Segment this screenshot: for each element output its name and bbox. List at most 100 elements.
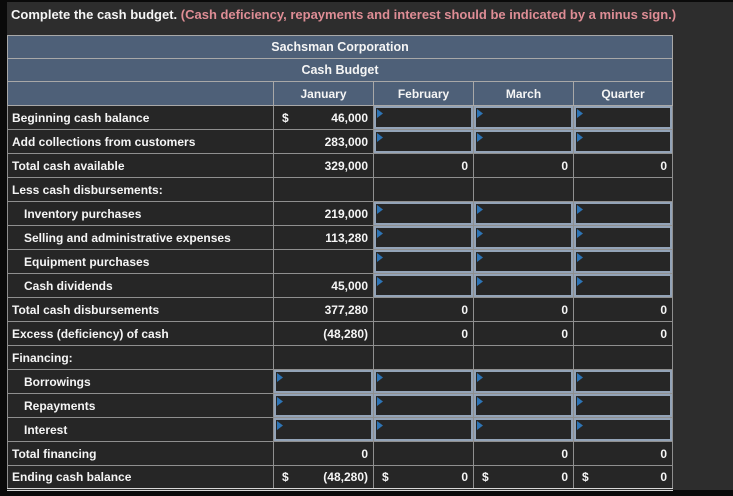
cell-flag-icon (377, 229, 383, 238)
value-cell (572, 105, 674, 130)
cell-input[interactable] (374, 226, 473, 249)
column-header-january: January (273, 81, 374, 106)
row-label: Total cash available (7, 153, 274, 178)
cell-input[interactable] (574, 370, 672, 393)
value-cell (373, 129, 474, 154)
cell-flag-icon (477, 421, 483, 430)
cell-input[interactable] (474, 250, 573, 273)
cell-flag-icon (577, 421, 583, 430)
value-cell (572, 201, 674, 226)
cell-input[interactable] (374, 250, 473, 273)
static-value: 377,280 (275, 302, 373, 317)
value-cell (572, 273, 674, 298)
cell-input[interactable] (574, 130, 672, 153)
value-cell: $46,000 (273, 105, 374, 130)
cell-flag-icon (477, 277, 483, 286)
cell-input[interactable] (374, 370, 473, 393)
cell-input[interactable] (374, 418, 473, 441)
cell-input[interactable] (474, 418, 573, 441)
cell-value: 0 (660, 302, 668, 317)
static-value: 0 (375, 303, 473, 317)
cell-input[interactable] (574, 202, 672, 225)
cell-input[interactable] (574, 394, 672, 417)
column-header-march: March (473, 81, 574, 106)
table-row: Selling and administrative expenses 113,2… (7, 225, 674, 250)
value-cell (572, 249, 674, 274)
cell-input[interactable] (374, 130, 473, 153)
cell-value: 0 (461, 326, 468, 341)
cell-input[interactable] (474, 130, 573, 153)
company-title: Sachsman Corporation (6, 35, 674, 59)
row-label: Borrowings (7, 369, 274, 394)
cell-input[interactable] (474, 226, 573, 249)
cell-flag-icon (377, 397, 383, 406)
cell-value: 329,000 (324, 158, 368, 173)
value-cell (473, 249, 574, 274)
cell-input[interactable] (574, 274, 672, 297)
value-cell (473, 225, 574, 250)
cell-flag-icon (477, 133, 483, 142)
table-subtitle-row: Cash Budget (6, 58, 674, 82)
cell-input[interactable] (474, 370, 573, 393)
cell-value: 0 (660, 470, 668, 484)
cell-input[interactable] (374, 106, 473, 129)
cell-input[interactable] (374, 394, 473, 417)
value-cell: 329,000 (273, 153, 374, 178)
cell-value: 45,000 (331, 278, 368, 293)
table-subtitle: Cash Budget (6, 58, 674, 82)
cell-input[interactable] (474, 106, 573, 129)
cell-input[interactable] (474, 394, 573, 417)
cell-flag-icon (577, 397, 583, 406)
cell-flag-icon (377, 133, 383, 142)
value-cell: 0 (473, 321, 574, 346)
cell-input[interactable] (574, 226, 672, 249)
cell-flag-icon (277, 397, 283, 406)
value-cell: 283,000 (273, 129, 374, 154)
cell-input[interactable] (374, 274, 473, 297)
row-label: Equipment purchases (7, 249, 274, 274)
cell-input[interactable] (474, 274, 573, 297)
row-label: Excess (deficiency) of cash (7, 321, 274, 346)
value-cell (473, 105, 574, 130)
cell-input[interactable] (374, 202, 473, 225)
cell-input[interactable] (274, 394, 373, 417)
cell-input[interactable] (574, 250, 672, 273)
cell-value: 219,000 (324, 206, 368, 221)
cell-value: 0 (660, 158, 668, 173)
value-cell: 0 (373, 153, 474, 178)
static-value: $46,000 (275, 110, 373, 125)
cell-input[interactable] (274, 418, 373, 441)
row-label: Total financing (7, 441, 274, 466)
table-row: Repayments (7, 393, 674, 418)
row-label: Total cash disbursements (7, 297, 274, 322)
cell-flag-icon (577, 133, 583, 142)
column-header-february: February (373, 81, 474, 106)
cell-flag-icon (577, 277, 583, 286)
row-label: Repayments (7, 393, 274, 418)
value-cell (572, 417, 674, 442)
cell-flag-icon (577, 373, 583, 382)
cell-input[interactable] (574, 418, 672, 441)
value-cell (473, 273, 574, 298)
cell-input[interactable] (274, 370, 373, 393)
cell-input[interactable] (574, 106, 672, 129)
page-content: Complete the cash budget. (Cash deficien… (6, 2, 733, 491)
value-cell (572, 129, 674, 154)
static-value: 219,000 (275, 206, 373, 221)
cell-value: 377,280 (324, 302, 368, 317)
table-row: Equipment purchases (7, 249, 674, 274)
static-value: $0 (375, 470, 473, 484)
instruction-bar: Complete the cash budget. (Cash deficien… (7, 2, 733, 22)
cell-value: 0 (461, 470, 468, 484)
cell-input[interactable] (474, 202, 573, 225)
cell-flag-icon (477, 229, 483, 238)
value-cell (373, 417, 474, 442)
cell-flag-icon (477, 397, 483, 406)
empty-cell (373, 177, 474, 202)
currency-symbol: $ (282, 470, 289, 484)
currency-symbol: $ (282, 110, 289, 125)
table-row: Total financing 0 0 0 (7, 441, 674, 466)
value-cell (572, 225, 674, 250)
instruction-note: (Cash deficiency, repayments and interes… (180, 7, 677, 22)
table-row: Total cash available 329,000 0 0 0 (7, 153, 674, 178)
